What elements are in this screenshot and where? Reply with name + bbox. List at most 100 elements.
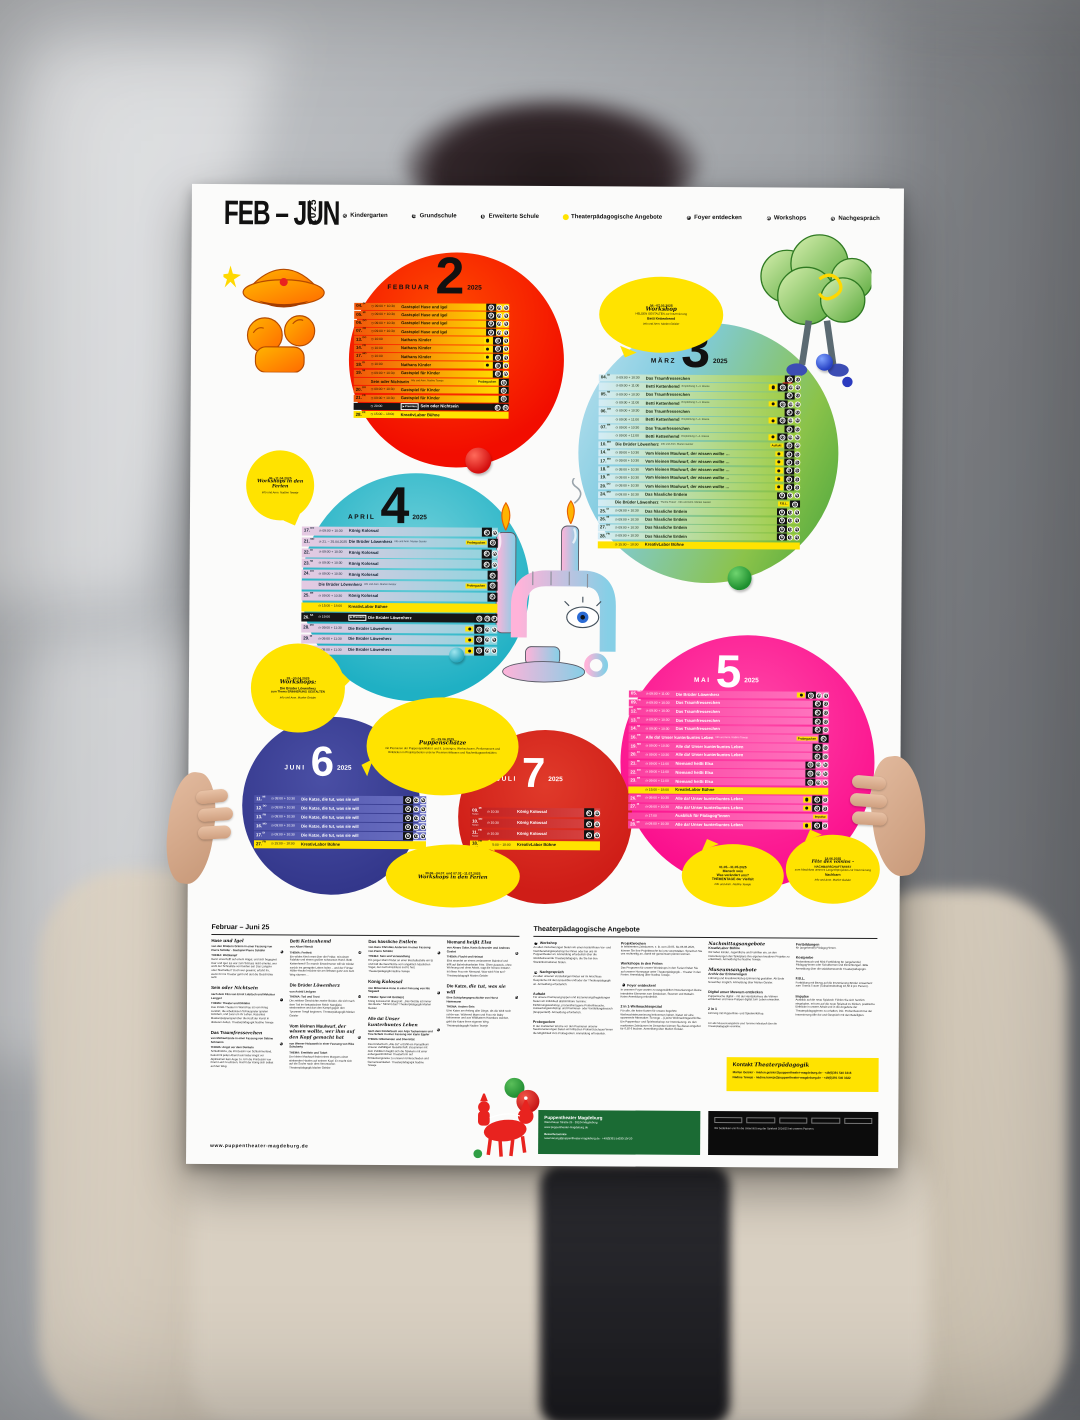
offer-icon: G — [794, 459, 801, 466]
schedule-row: 22.DI 09:00 + 10:30 König Kolossal K W — [301, 548, 498, 559]
offer-icon: N — [502, 404, 509, 411]
offer-icon: N — [419, 823, 426, 831]
legend: K Kindergarten G Grundschule E Erweitert… — [341, 212, 880, 223]
blue-ball — [815, 353, 833, 371]
offer-icon: G — [793, 476, 801, 483]
february-schedule: 04.DI 09:00 + 10:30 Gastspiel Hase und I… — [353, 302, 510, 421]
audience-icon: K — [405, 832, 412, 839]
offer-icon: N — [822, 761, 829, 768]
schedule-row: 09:00 + 11:00 Betti KettenhemdEmpfehlung… — [598, 382, 801, 392]
audience-icon: K — [785, 451, 792, 458]
offer-icon: G — [794, 392, 801, 399]
offer-icon: W — [484, 647, 491, 654]
audience-icon: G — [476, 647, 483, 654]
audience-icon: G — [779, 417, 786, 424]
legend-item: E Erweiterte Schule — [480, 213, 540, 220]
schedule-row: 05.MI 09:00 + 10:30 Gastspiel Hase und I… — [354, 311, 510, 320]
play-entry: K König Kolossal von Mitsumasa Anno in e… — [367, 979, 441, 1011]
schedule-row: 09:00 + 11:00 Betti KettenhemdEmpfehlung… — [598, 399, 801, 408]
audience-icon: G — [779, 434, 786, 441]
paedagogik-marker — [465, 637, 474, 643]
offer-icon: W — [815, 770, 822, 777]
schedule-row: 24.DO 09:00 + 10:30 König Kolossal K — [301, 569, 498, 580]
left-finger — [197, 806, 234, 823]
offer-icon: G — [822, 709, 829, 716]
offer-icon: W — [593, 831, 600, 838]
program-info-heading: Februar – Juni 25 — [211, 923, 520, 937]
offer-icon: F — [491, 615, 498, 622]
audience-icon: K — [489, 593, 496, 600]
legend-label: Erweiterte Schule — [488, 213, 540, 220]
offer-section: Auftakt Für unsere Premierengruppen und … — [532, 991, 613, 1015]
offer-icon: N — [794, 401, 801, 408]
audience-icon: K — [814, 709, 821, 716]
paedagogik-marker — [768, 384, 778, 391]
offer-icon: N — [502, 320, 509, 328]
legend-label: Nachgespräch — [838, 215, 880, 223]
schedule-row: 21.MO 21. – 25.04.2025 Die Brüder Löwenh… — [301, 537, 498, 548]
offer-icon: N — [419, 806, 427, 813]
offer-icon: N — [502, 354, 509, 361]
offer-icon: G — [787, 534, 794, 541]
play-entry: G Die Brüder Löwenherz von Astrid Lindgr… — [289, 982, 363, 1018]
offer-section: Fortbildungen für (angehende) Pädagog*in… — [795, 942, 837, 950]
paedagogik-marker — [802, 805, 811, 812]
offer-section: F.B.L. Fortbildung mit Bezug auf die Ins… — [795, 976, 873, 989]
offer-icon: G — [413, 814, 420, 822]
audience-icon: G — [808, 692, 815, 699]
offer-section: Workshops in den Ferien Das Programm für… — [620, 961, 701, 978]
paedagogik-marker — [774, 459, 783, 466]
category-icon: ● — [562, 214, 569, 221]
offer-icon: N — [491, 626, 498, 633]
schedule-row: 21.FR 09:00 + 10:30 Gastspiel für Kinder… — [353, 394, 509, 403]
schedule-row: 24.MO 09:00 + 10:30 Das hässliche Entlei… — [598, 491, 801, 500]
schedule-row: 04.DI 09:00 + 10:30 Gastspiel Hase und I… — [354, 302, 510, 311]
legend-label: Theaterpädagogische Angebote — [571, 214, 663, 221]
schedule-row: 20.DO 09:00 + 10:30 Vom kleinen Maulwurf… — [598, 482, 801, 492]
offer-icon: W — [787, 434, 794, 441]
offer-icon: W — [816, 692, 823, 699]
offer-icon: W — [502, 370, 509, 377]
schedule-row: 05.MI 09:00 + 10:30 Das Traumfresserchen… — [598, 391, 801, 400]
audience-icon: K — [483, 561, 490, 568]
offer-icon: N — [502, 345, 509, 353]
partners-box: Wir bedanken uns für die Unterstützung d… — [708, 1111, 879, 1157]
paedagogik-section: Theaterpädagogische Angebote W Workshop Z… — [532, 925, 878, 1043]
mensch-sein-bubble: 01.05.–31.05.2025 Mensch sein Was veränd… — [681, 843, 784, 908]
audience-icon: K — [488, 320, 495, 327]
category-icon: E — [480, 213, 487, 220]
partners-caption: Wir bedanken uns für die Unterstützung d… — [714, 1126, 815, 1131]
audience-icon: K — [785, 467, 792, 474]
offer-icon: G — [794, 451, 801, 458]
paedagogik-marker — [774, 476, 783, 482]
schedule-row: 07.FR 09:00 + 10:30 Das Traumfresserchen… — [598, 424, 801, 433]
cyan-ball — [449, 647, 465, 663]
legend-item: ● Theaterpädagogische Angebote — [562, 214, 663, 221]
play-entry: G Betti Kettenhemd von Albert Wendt THEM… — [289, 937, 363, 977]
april-schedule: 17.DO 09:00 + 10:30 König Kolossal K W 2… — [301, 526, 498, 658]
schedule-row: 06.DO 09:00 + 10:30 Das Traumfresserchen… — [598, 407, 801, 417]
audience-icon: E — [494, 362, 501, 369]
legend-item: K Kindergarten — [341, 212, 388, 220]
offer-icon: G — [794, 409, 801, 416]
schedule-row: 10. MO Die Brüder Löwenherz Info und Anm. … — [598, 441, 801, 450]
audience-icon: K — [814, 753, 821, 760]
play-entry: K Alle da! Unser kunterbuntes Leben nach… — [367, 1016, 441, 1068]
offer-section: F Foyer entdecken! In unserem Foyer warte… — [620, 982, 702, 1000]
offer-icon: G — [793, 484, 800, 491]
audience-icon: K — [813, 796, 820, 803]
audience-icon: K — [785, 475, 792, 483]
offer-icon: G — [822, 796, 829, 803]
audience-icon: G — [786, 442, 793, 449]
schedule-row: 12.DO 09:00 + 10:30 Die Katze, die tut, … — [254, 804, 427, 813]
schedule-row: 09:00 + 11:00 Betti KettenhemdEmpfehlung… — [598, 415, 801, 425]
audience-icon: K — [779, 534, 786, 541]
paedagogik-heading: Theaterpädagogische Angebote — [533, 925, 878, 939]
audience-icon: G — [476, 637, 483, 644]
legend-label: Kindergarten — [350, 212, 388, 220]
partner-logo — [779, 1117, 808, 1124]
offer-icon: W — [593, 820, 600, 827]
schedule-row: 19.MI 09:00 + 10:30 Vom kleinen Maulwurf… — [598, 474, 801, 483]
offer-icon: W — [484, 626, 491, 633]
offer-icon: W — [484, 637, 491, 644]
